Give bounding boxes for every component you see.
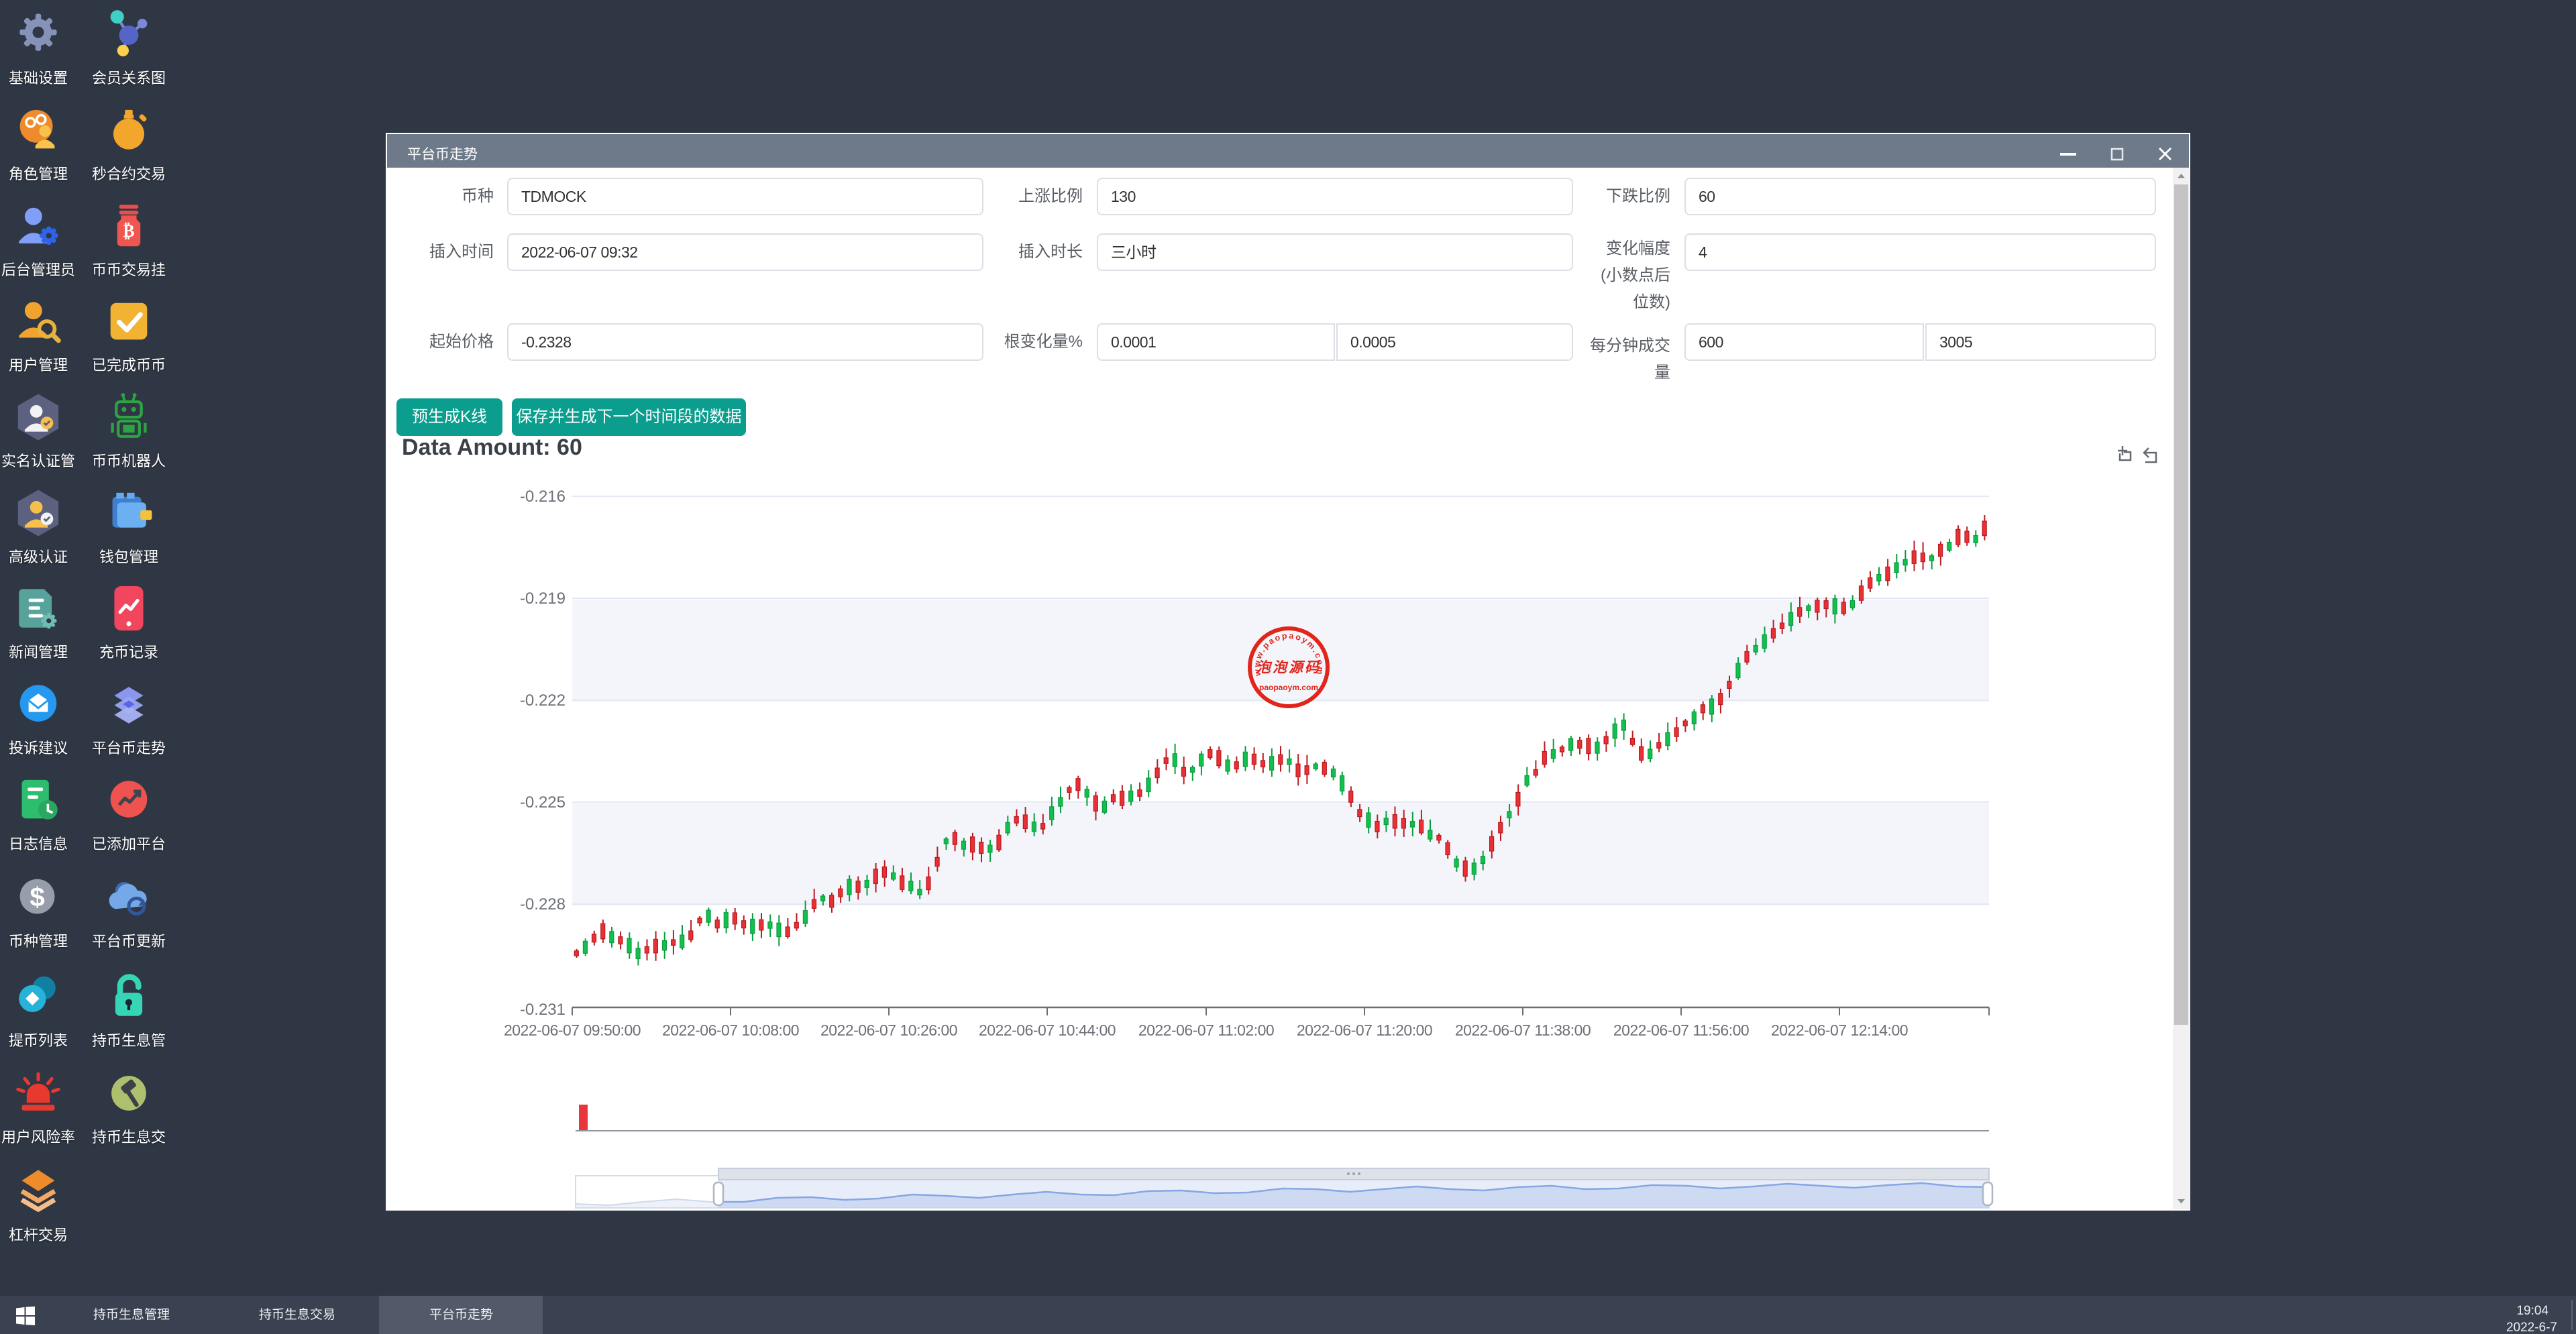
svg-text:2022-06-07 11:20:00: 2022-06-07 11:20:00 <box>1297 1021 1432 1039</box>
svg-text:paopaoym.com: paopaoym.com <box>1259 683 1318 692</box>
svg-text:-0.231: -0.231 <box>520 1001 566 1019</box>
svg-text:2022-06-07 11:02:00: 2022-06-07 11:02:00 <box>1138 1021 1274 1039</box>
svg-text:2022-06-07 11:56:00: 2022-06-07 11:56:00 <box>1613 1021 1749 1039</box>
svg-text:-0.216: -0.216 <box>520 488 566 506</box>
svg-text:2022-06-07 10:08:00: 2022-06-07 10:08:00 <box>662 1021 799 1039</box>
svg-text:-0.219: -0.219 <box>520 590 566 608</box>
svg-text:₿: ₿ <box>123 221 134 241</box>
svg-text:2022-06-07 11:38:00: 2022-06-07 11:38:00 <box>1455 1021 1591 1039</box>
svg-text:2022-06-07 12:14:00: 2022-06-07 12:14:00 <box>1771 1021 1908 1039</box>
svg-text:2022-06-07 09:50:00: 2022-06-07 09:50:00 <box>504 1021 641 1039</box>
svg-text:2022-06-07 10:44:00: 2022-06-07 10:44:00 <box>979 1021 1116 1039</box>
svg-text:-0.225: -0.225 <box>520 793 566 812</box>
svg-text:-0.222: -0.222 <box>520 691 566 710</box>
svg-text:泡泡源码: 泡泡源码 <box>1256 659 1321 675</box>
svg-text:-0.228: -0.228 <box>520 895 566 913</box>
svg-text:2022-06-07 10:26:00: 2022-06-07 10:26:00 <box>820 1021 957 1039</box>
svg-text:$: $ <box>30 882 44 912</box>
